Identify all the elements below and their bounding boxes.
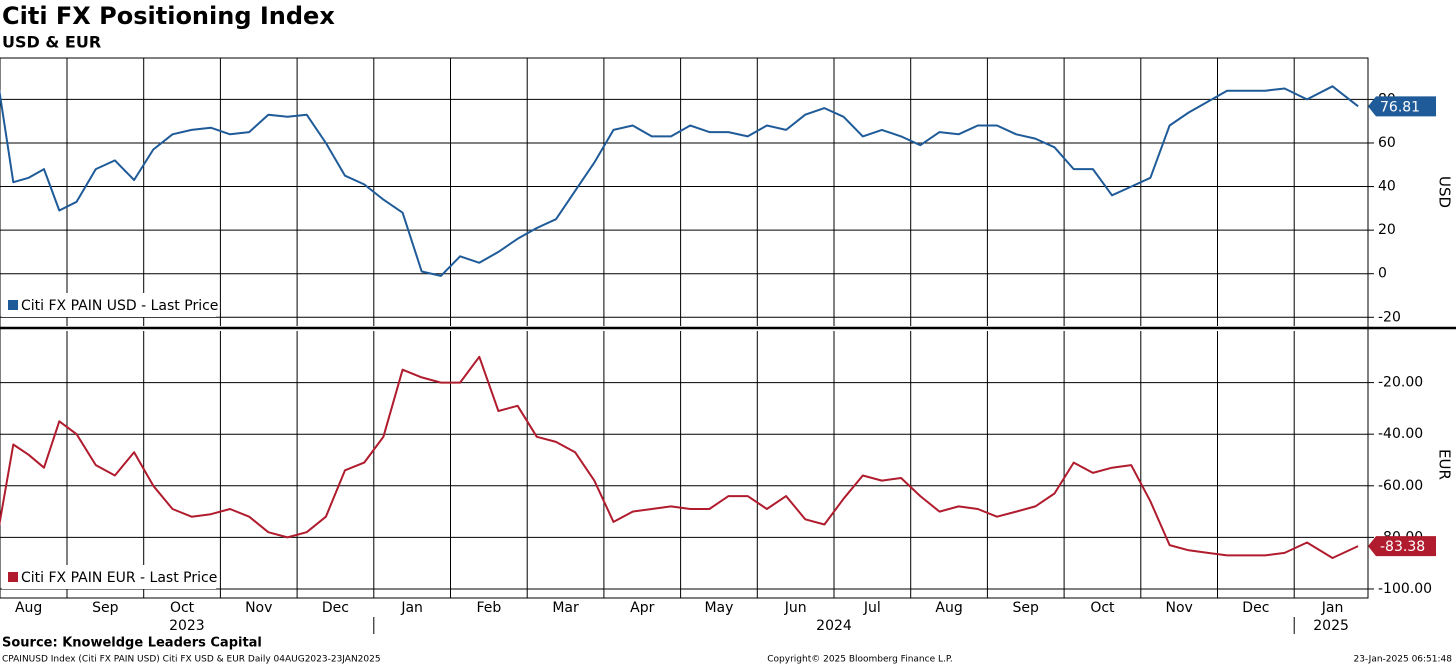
y-tick-label: -100.00 [1378, 581, 1432, 597]
y-tick-label: 20 [1378, 222, 1396, 238]
x-tick-label: Dec [1242, 600, 1269, 616]
x-tick-label: Mar [552, 600, 579, 616]
legend-swatch [8, 572, 18, 582]
x-tick-label: Jul [863, 600, 881, 616]
series-group [0, 85, 1359, 277]
y-tick-label: -20.00 [1378, 375, 1423, 391]
legend-swatch [8, 300, 18, 310]
x-tick-label: Nov [1165, 600, 1192, 616]
x-tick-label: Sep [1013, 600, 1040, 616]
y-axis-label: EUR [1436, 449, 1454, 480]
year-label: 2025 [1313, 618, 1349, 634]
y-tick-label: 0 [1378, 266, 1387, 282]
chart-title: Citi FX Positioning Index [2, 2, 335, 30]
last-value-label: -83.38 [1380, 539, 1425, 555]
source: Source: Knoweldge Leaders Capital [2, 636, 262, 651]
line [0, 355, 1359, 559]
x-tick-label: Sep [92, 600, 119, 616]
legend-label: Citi FX PAIN USD - Last Price [21, 298, 218, 314]
last-value-flag [1368, 96, 1436, 117]
x-tick-label: Nov [245, 600, 272, 616]
legend-box [2, 565, 216, 589]
copyright: Copyright© 2025 Bloomberg Finance L.P. [767, 655, 952, 665]
x-tick-label: Aug [15, 600, 42, 616]
x-tick-label: Jan [1321, 600, 1344, 616]
series-group [0, 355, 1359, 559]
legend-box [2, 293, 216, 317]
y-axis-label: USD [1436, 176, 1454, 208]
x-tick-label: May [704, 600, 733, 616]
y-tick-label: -20 [1378, 309, 1401, 325]
line [0, 85, 1359, 277]
ticker-note: CPAINUSD Index (Citi FX PAIN USD) Citi F… [2, 655, 381, 665]
x-tick-label: Feb [476, 600, 501, 616]
x-tick-label: Oct [170, 600, 195, 616]
y-tick-label: 60 [1378, 135, 1396, 151]
y-tick-label: -60.00 [1378, 478, 1423, 494]
year-label: 2024 [816, 618, 852, 634]
x-tick-label: Oct [1090, 600, 1115, 616]
chart-subtitle: USD & EUR [2, 33, 101, 52]
last-value-label: 76.81 [1380, 99, 1420, 115]
last-value-flag [1368, 536, 1436, 557]
x-tick-label: Aug [935, 600, 962, 616]
y-tick-label: -40.00 [1378, 426, 1423, 442]
x-tick-label: Dec [322, 600, 349, 616]
legend-label: Citi FX PAIN EUR - Last Price [21, 570, 217, 586]
y-tick-label: 40 [1378, 179, 1396, 195]
x-tick-label: Jan [400, 600, 423, 616]
timestamp: 23-Jan-2025 06:51:48 [1353, 655, 1452, 665]
year-label: 2023 [169, 618, 205, 634]
x-tick-label: Apr [630, 600, 654, 616]
x-tick-label: Jun [784, 600, 807, 616]
